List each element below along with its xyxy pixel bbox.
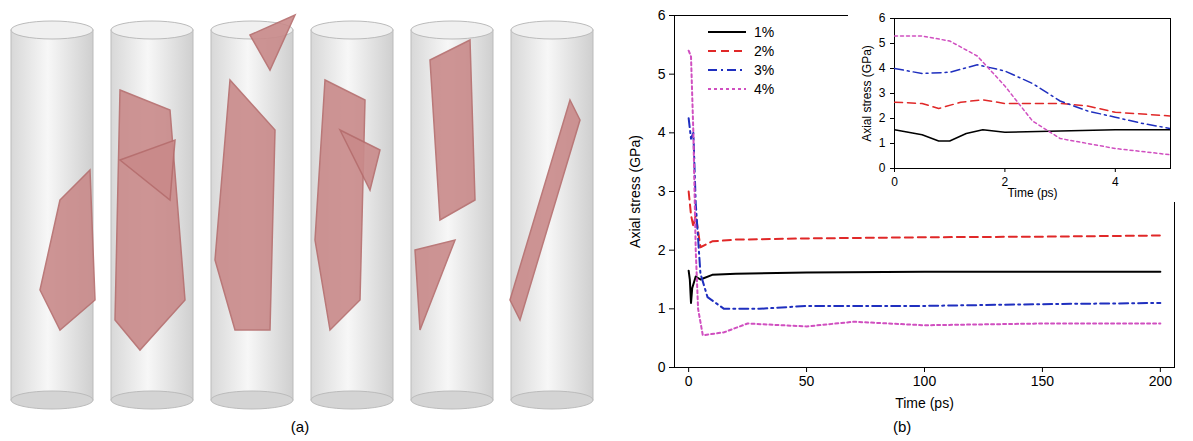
svg-text:3%: 3%	[754, 62, 774, 78]
svg-text:4: 4	[1112, 175, 1119, 189]
svg-text:5: 5	[658, 66, 666, 82]
svg-text:150: 150	[1031, 373, 1055, 389]
svg-text:Time (ps): Time (ps)	[895, 395, 954, 411]
svg-text:50: 50	[799, 373, 815, 389]
svg-text:Axial stress (GPa): Axial stress (GPa)	[860, 45, 874, 142]
svg-text:0: 0	[685, 373, 693, 389]
html-text:(b): (b)	[893, 418, 912, 435]
svg-text:Axial stress (GPa): Axial stress (GPa)	[627, 135, 643, 248]
svg-text:6: 6	[879, 11, 886, 25]
svg-text:1: 1	[879, 136, 886, 150]
svg-text:2: 2	[658, 242, 666, 258]
svg-text:(a): (a)	[291, 418, 309, 435]
svg-text:4: 4	[879, 61, 886, 75]
svg-text:0: 0	[891, 175, 898, 189]
svg-text:Time (ps): Time (ps)	[1007, 186, 1057, 200]
svg-text:200: 200	[1149, 373, 1173, 389]
svg-text:2%: 2%	[754, 43, 774, 59]
svg-text:1: 1	[658, 300, 666, 316]
svg-text:6: 6	[658, 7, 666, 23]
svg-text:0: 0	[658, 359, 666, 375]
svg-text:0: 0	[879, 161, 886, 175]
svg-text:4%: 4%	[754, 81, 774, 97]
svg-text:2: 2	[879, 111, 886, 125]
svg-text:2: 2	[1001, 175, 1009, 189]
svg-text:1%: 1%	[754, 24, 774, 40]
svg-text:3: 3	[658, 183, 666, 199]
svg-text:3: 3	[879, 86, 886, 100]
svg-text:5: 5	[879, 36, 886, 50]
svg-text:4: 4	[658, 124, 666, 140]
svg-text:100: 100	[913, 373, 937, 389]
